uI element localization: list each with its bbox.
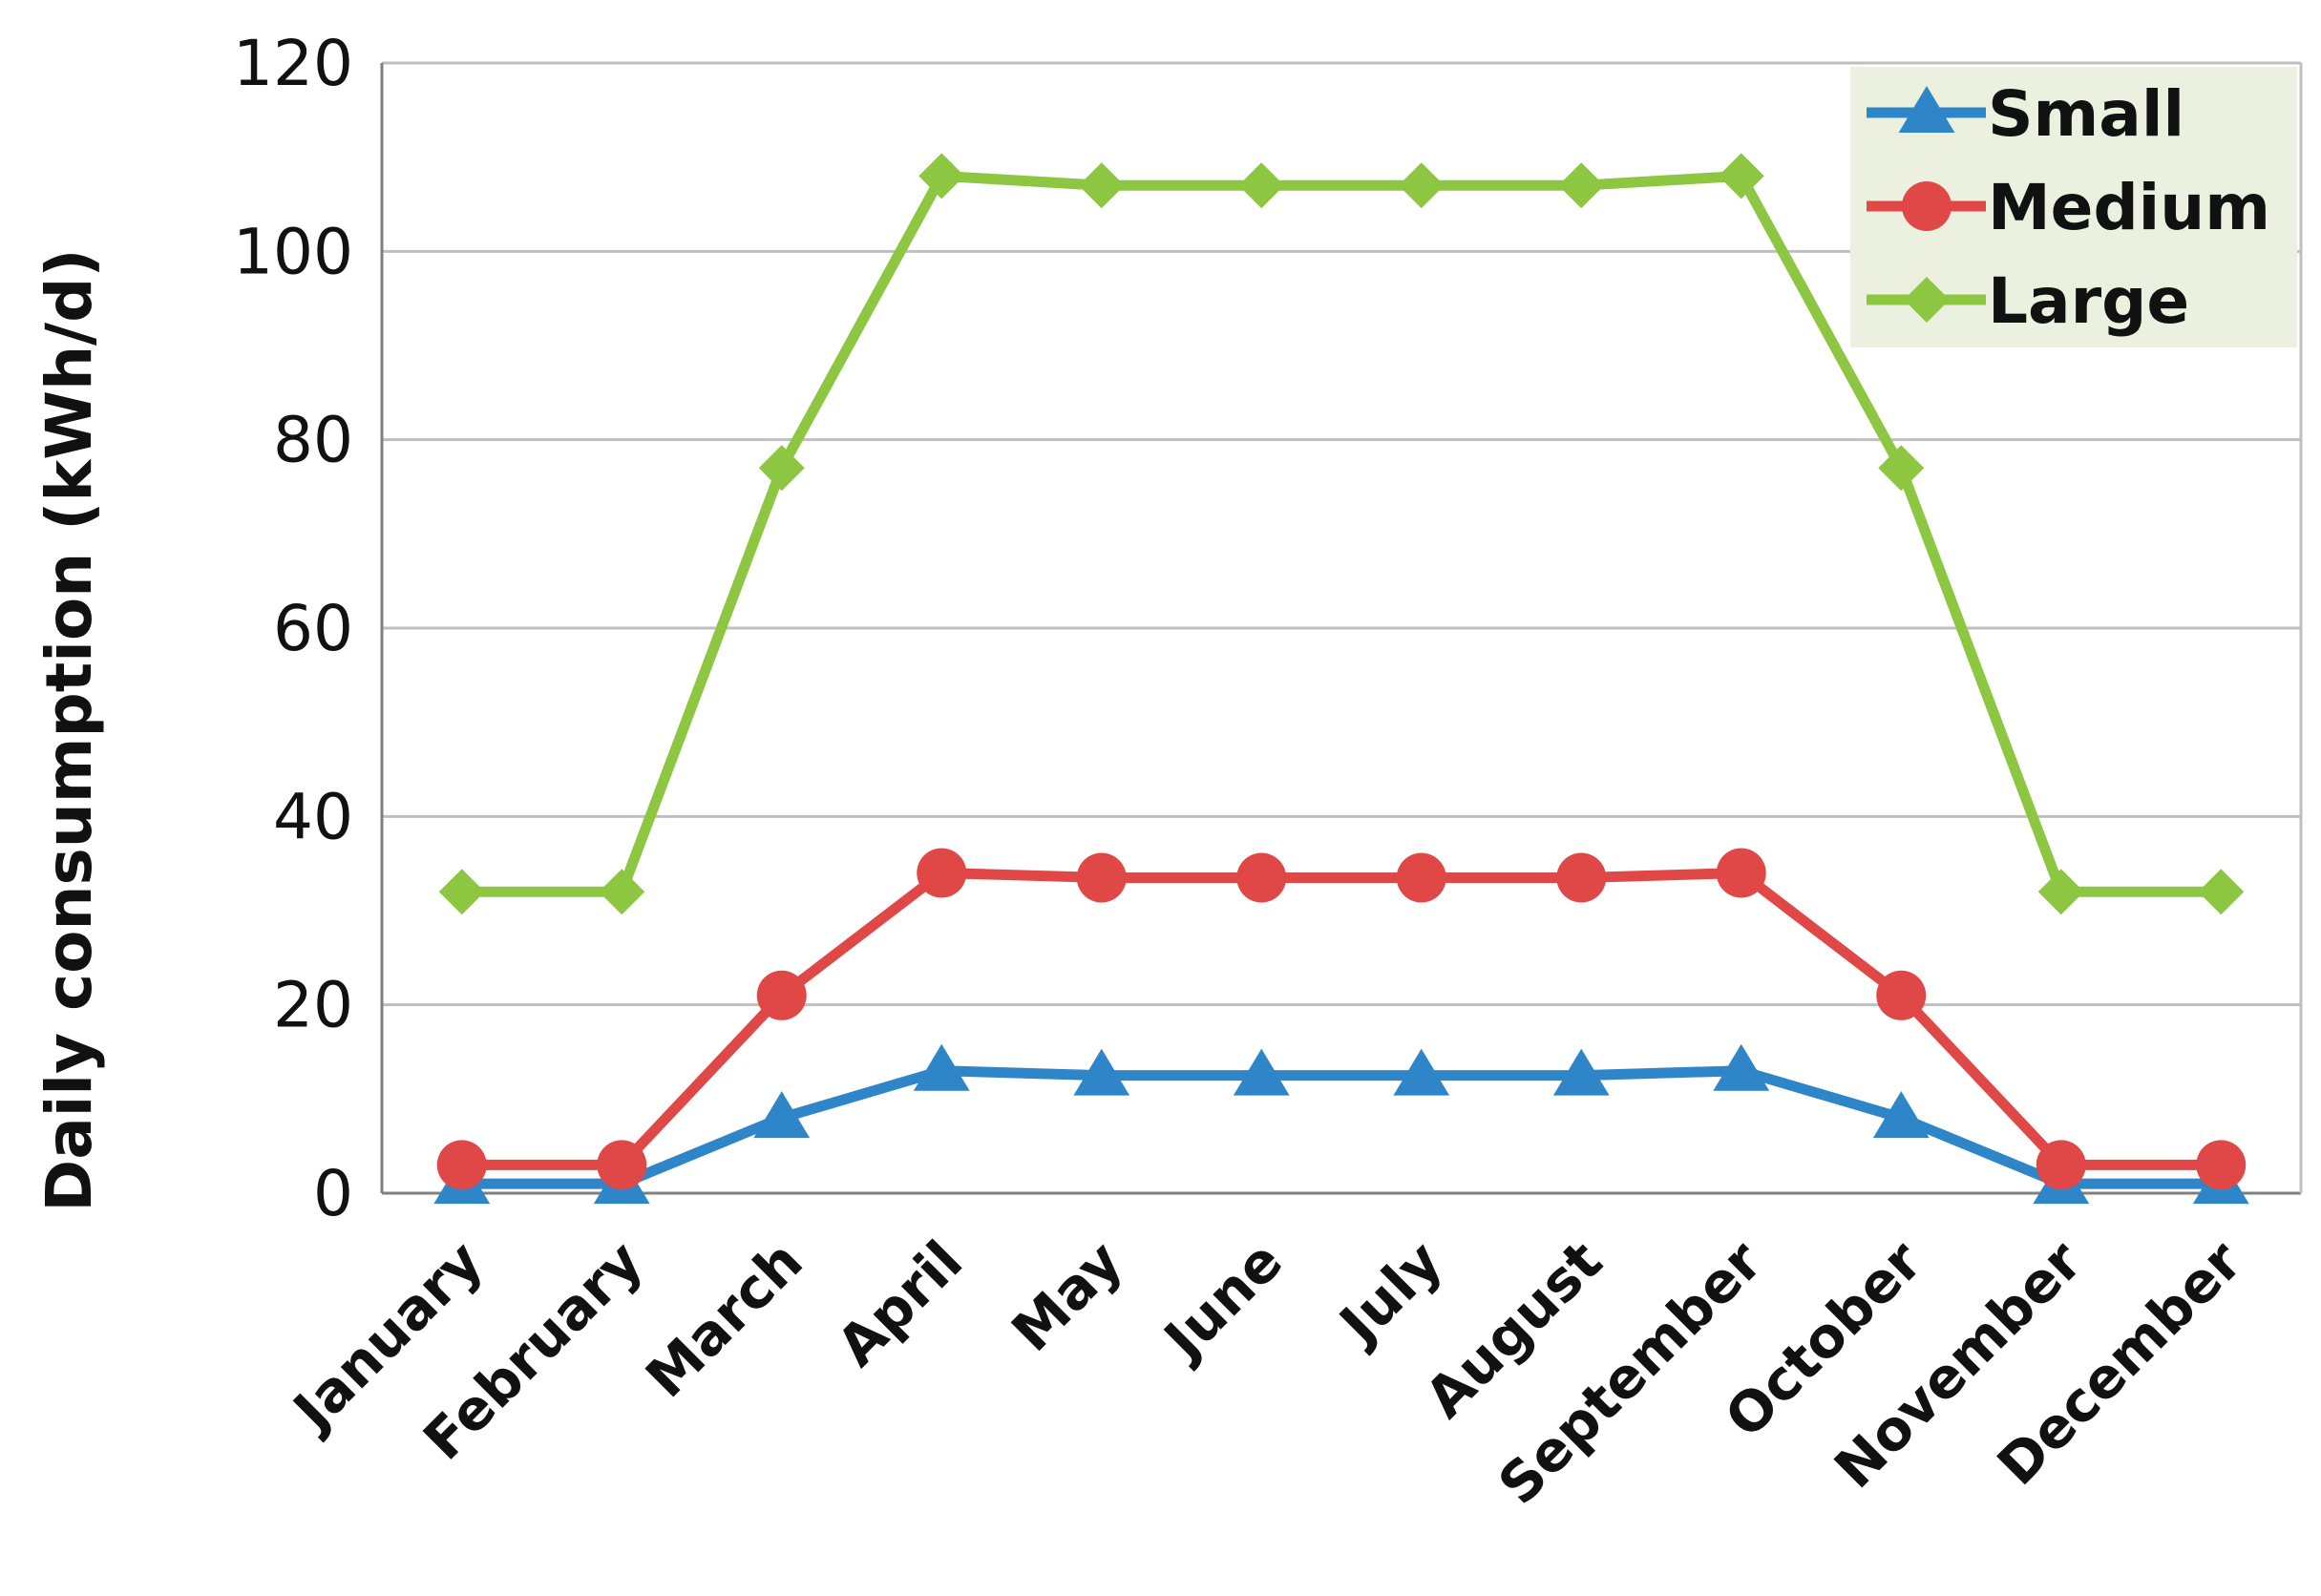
y-tick-label: 80 <box>273 404 353 477</box>
y-tick-label: 0 <box>313 1157 353 1230</box>
data-point-medium <box>1876 970 1927 1020</box>
series-large <box>438 153 2245 915</box>
data-point-large <box>1398 162 1445 209</box>
series-line-large <box>461 170 2222 897</box>
data-point-medium <box>1396 852 1446 903</box>
data-point-large <box>438 869 485 915</box>
y-axis-title: Daily consumption (kWh/d) <box>32 248 106 1211</box>
legend-label: Small <box>1988 77 2184 151</box>
legend-item-large: Large <box>1867 264 2189 338</box>
legend-label: Medium <box>1988 171 2270 244</box>
legend-item-medium: Medium <box>1867 171 2270 244</box>
y-tick-label: 120 <box>233 27 353 100</box>
data-point-medium <box>756 970 807 1020</box>
x-tick-label-may: May <box>1000 1228 1135 1364</box>
data-point-small <box>1233 1048 1290 1096</box>
y-axis-ticks: 0 20 40 60 80 100 120 <box>233 27 353 1230</box>
data-point-medium <box>1716 848 1766 898</box>
data-point-large <box>599 869 645 915</box>
data-point-medium <box>597 1140 647 1190</box>
series-group <box>433 153 2249 1205</box>
data-point-large <box>918 153 965 200</box>
data-point-medium <box>1236 852 1287 903</box>
data-point-large <box>1238 162 1285 209</box>
data-point-medium <box>2036 1140 2086 1190</box>
data-point-large <box>1558 162 1605 209</box>
legend-marker-medium <box>1902 181 1952 231</box>
data-point-large <box>1718 153 1764 200</box>
data-point-medium <box>436 1140 487 1190</box>
series-medium <box>436 848 2247 1190</box>
data-point-large <box>758 445 805 492</box>
legend-label: Large <box>1988 264 2189 338</box>
x-tick-label-april: April <box>825 1228 976 1379</box>
legend-marker-small <box>1898 86 1955 133</box>
y-tick-label: 40 <box>273 780 353 853</box>
data-point-large <box>2037 869 2084 915</box>
data-point-medium <box>1556 852 1607 903</box>
data-point-small <box>1073 1048 1130 1096</box>
data-point-small <box>1872 1091 1930 1139</box>
legend-marker-large <box>1904 277 1950 323</box>
x-tick-label-june: June <box>1150 1228 1295 1374</box>
data-point-medium <box>917 848 967 898</box>
data-point-small <box>1552 1048 1610 1096</box>
y-tick-label: 20 <box>273 969 353 1042</box>
data-point-small <box>753 1091 811 1139</box>
x-tick-label-march: March <box>633 1228 814 1410</box>
series-line-small <box>461 1065 2222 1189</box>
y-tick-label: 60 <box>273 592 353 665</box>
data-point-large <box>1078 162 1125 209</box>
legend-item-small: Small <box>1867 77 2184 151</box>
data-point-medium <box>1076 852 1127 903</box>
data-point-large <box>1878 445 1925 492</box>
y-tick-label: 100 <box>233 215 353 288</box>
data-point-medium <box>2196 1140 2247 1190</box>
x-tick-label-july: July <box>1324 1228 1454 1358</box>
data-point-small <box>1393 1048 1450 1096</box>
data-point-large <box>2198 869 2245 915</box>
data-point-small <box>913 1043 970 1091</box>
legend: Small Medium Large <box>1850 67 2297 347</box>
data-point-small <box>1713 1043 1770 1091</box>
gridlines <box>380 61 2303 1195</box>
series-line-medium <box>461 868 2222 1170</box>
